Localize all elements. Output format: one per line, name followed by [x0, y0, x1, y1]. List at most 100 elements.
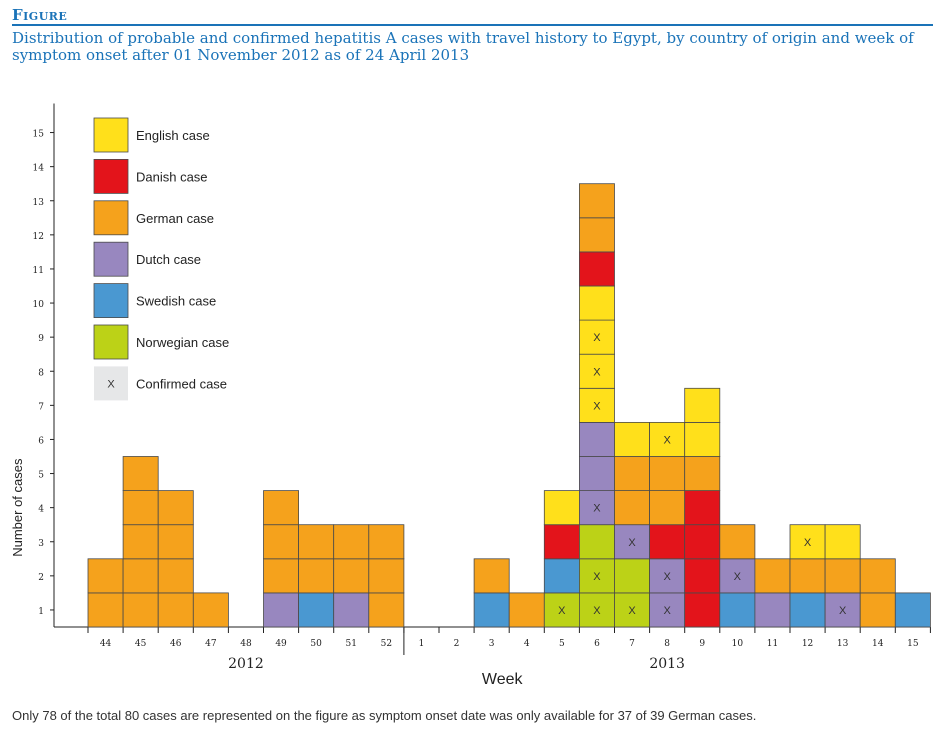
bar-cell-dutch: [333, 592, 370, 628]
year-label: 2013: [649, 656, 685, 672]
y-tick-label: 5: [38, 471, 44, 481]
x-tick-label: 5: [559, 639, 565, 649]
bar-cell-danish: [543, 524, 580, 560]
y-tick-label: 7: [38, 402, 44, 412]
confirmed-marker: X: [628, 537, 636, 549]
bar-cell-english: [579, 387, 615, 423]
x-tick-label: 9: [699, 639, 705, 649]
confirmed-marker: X: [839, 605, 847, 617]
y-tick-label: 13: [33, 198, 45, 208]
bar-cell-swedish: [543, 558, 580, 594]
confirmed-marker: X: [593, 332, 601, 344]
bar-cell-german: [263, 558, 299, 594]
bar-cell-german: [368, 592, 405, 628]
bar-cell-danish: [579, 251, 615, 287]
bar-cell-dutch: [649, 592, 686, 628]
confirmed-marker: X: [558, 605, 566, 617]
x-tick-label: 46: [170, 639, 182, 649]
bar-cell-german: [157, 592, 194, 628]
bar-cell-german: [122, 524, 159, 560]
bar-cell-english: [579, 285, 615, 321]
figure-label: Figure: [12, 6, 68, 24]
y-tick-label: 12: [33, 232, 44, 242]
bar-cell-danish: [684, 490, 721, 526]
legend-swatch-dutch: [93, 241, 129, 277]
y-tick-label: 3: [38, 539, 44, 549]
x-tick-label: 15: [907, 639, 919, 649]
legend-label: Swedish case: [136, 294, 216, 309]
bar-cell-german: [298, 558, 335, 594]
legend-label: Norwegian case: [136, 335, 229, 350]
bar-cell-german: [333, 524, 370, 560]
bar-cell-german: [508, 592, 545, 628]
bar-cell-german: [684, 456, 721, 491]
x-tick-label: 10: [732, 639, 744, 649]
bar-cell-norwegian: [579, 524, 615, 560]
bar-cell-swedish: [894, 592, 931, 628]
bar-cell-norwegian: [614, 592, 650, 628]
bar-cell-german: [859, 558, 896, 594]
x-tick-label: 12: [802, 639, 813, 649]
legend-swatch-english: [93, 117, 129, 153]
confirmed-marker: X: [734, 571, 742, 583]
bar-cell-german: [122, 558, 159, 594]
bar-cell-danish: [649, 524, 686, 560]
x-tick-label: 50: [310, 639, 322, 649]
bar-cell-german: [754, 558, 791, 594]
x-tick-label: 6: [594, 639, 600, 649]
x-tick-label: 45: [135, 639, 147, 649]
bar-cell-swedish: [298, 592, 335, 628]
year-label: 2012: [228, 656, 264, 672]
bar-cell-german: [649, 456, 686, 491]
x-tick-label: 51: [346, 639, 357, 649]
bar-cell-german: [859, 592, 896, 628]
legend-swatch-swedish: [93, 283, 129, 319]
footnote: Only 78 of the total 80 cases are repres…: [12, 708, 757, 723]
bar-cell-german: [579, 183, 615, 219]
x-tick-label: 7: [629, 639, 635, 649]
bar-cell-german: [122, 456, 159, 491]
confirmed-marker: X: [663, 434, 671, 446]
bar-cell-german: [263, 524, 299, 560]
legend-swatch-norwegian: [93, 324, 129, 360]
x-tick-label: 52: [381, 639, 392, 649]
bar-cell-english: [684, 387, 721, 423]
bar-cell-dutch: [263, 592, 299, 628]
x-tick-label: 47: [205, 639, 217, 649]
bar-cell-english: [684, 421, 721, 457]
x-tick-label: 14: [872, 639, 884, 649]
bar-cell-english: [614, 421, 650, 457]
y-tick-label: 1: [38, 607, 44, 617]
y-tick-label: 11: [33, 266, 44, 276]
bar-cell-german: [157, 558, 194, 594]
bar-cell-german: [298, 524, 335, 560]
y-tick-label: 6: [38, 436, 44, 446]
bar-cell-german: [789, 558, 826, 594]
bar-cell-german: [157, 490, 194, 526]
bar-cell-dutch: [579, 456, 615, 491]
bar-cell-danish: [684, 558, 721, 594]
bar-cell-german: [368, 524, 405, 560]
y-tick-label: 4: [38, 505, 44, 515]
bar-cell-english: [824, 524, 861, 560]
y-tick-label: 8: [38, 368, 44, 378]
confirmed-marker: X: [628, 605, 636, 617]
x-tick-label: 1: [419, 639, 425, 649]
y-axis-label: Number of cases: [10, 458, 25, 557]
confirmed-marker: X: [593, 503, 601, 515]
bar-cell-german: [614, 490, 650, 526]
bar-cell-swedish: [473, 592, 510, 628]
y-tick-label: 15: [33, 130, 45, 140]
bar-cell-dutch: [649, 558, 686, 594]
bar-cell-german: [824, 558, 861, 594]
confirmed-marker: X: [804, 537, 812, 549]
bar-cell-german: [579, 217, 615, 253]
figure-caption: Distribution of probable and confirmed h…: [12, 29, 914, 64]
confirmed-marker: X: [593, 400, 601, 412]
bar-cell-german: [192, 592, 229, 628]
legend-label: Confirmed case: [136, 376, 227, 391]
bar-cell-german: [263, 490, 299, 526]
bar-cell-english: [543, 490, 580, 526]
bar-cell-dutch: [754, 592, 791, 628]
confirmed-marker: X: [593, 366, 601, 378]
